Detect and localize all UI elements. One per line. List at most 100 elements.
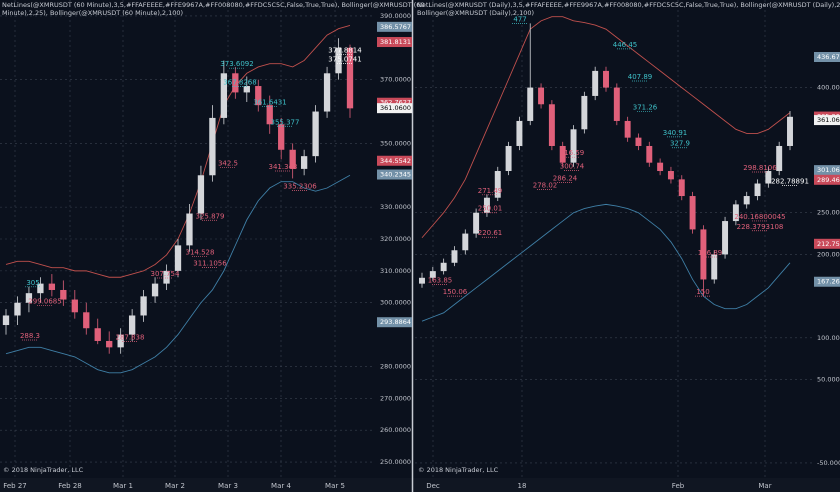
- y-tick-label: 400.0000: [817, 84, 840, 92]
- candle-body: [266, 105, 273, 125]
- candle-body: [220, 73, 228, 118]
- candle-body: [2, 315, 10, 326]
- candle-body: [117, 334, 124, 348]
- y-tick-label: 350.0000: [380, 139, 411, 147]
- x-tick-label: Mar 2: [165, 482, 185, 490]
- candle-body: [689, 196, 696, 230]
- y-tick-label: 100.0000: [817, 334, 840, 342]
- candle-body: [527, 87, 534, 121]
- candle-body: [473, 212, 480, 234]
- x-tick-label: 18: [518, 482, 527, 490]
- net-line-label: 282.78891: [771, 177, 809, 185]
- net-line-label: 300.74: [560, 162, 585, 170]
- candle-body: [300, 156, 308, 169]
- candle-body: [646, 145, 653, 163]
- candle-body: [140, 296, 147, 316]
- y-tick-label: -50.0000: [817, 459, 840, 467]
- price-marker: [814, 276, 840, 287]
- price-marker-label: 361.0600: [817, 116, 840, 124]
- candle-body: [14, 302, 21, 316]
- net-line-label: 361.6431: [253, 98, 286, 106]
- candle-body: [71, 299, 78, 313]
- price-marker: [377, 155, 412, 166]
- price-marker-label: 212.7560: [817, 240, 840, 248]
- y-tick-label: 370.0000: [380, 76, 411, 84]
- x-tick-label: Feb 27: [3, 482, 27, 490]
- x-tick-label: Dec: [426, 482, 440, 490]
- y-tick-label: 320.0000: [380, 235, 411, 243]
- candle-body: [603, 70, 609, 88]
- net-line-label: 340.91: [663, 129, 688, 137]
- x-tick-label: Mar 4: [271, 482, 291, 490]
- net-line-label: 373.6092: [220, 60, 253, 68]
- candle-body: [581, 95, 588, 130]
- candle-body: [346, 47, 354, 109]
- price-marker-label: 289.4630: [817, 176, 840, 184]
- x-tick-label: Mar 3: [218, 482, 238, 490]
- candle-body: [505, 145, 512, 172]
- net-line-label: 298.8106: [743, 164, 777, 172]
- candle-body: [174, 245, 182, 271]
- net-line-label: 355.377: [271, 118, 300, 126]
- candle-body: [255, 86, 262, 106]
- net-line-label: 314.528: [186, 248, 215, 256]
- candle-body: [128, 315, 136, 335]
- price-marker-label: 293.8864: [380, 318, 411, 326]
- candle-body: [440, 262, 447, 272]
- y-tick-label: 250.0000: [380, 458, 411, 466]
- price-marker-label: 361.0600: [380, 104, 411, 112]
- net-line-label: 407.89: [628, 73, 653, 81]
- y-tick-label: 300.0000: [380, 299, 411, 307]
- candle-body: [570, 129, 577, 163]
- price-marker-label: 340.2345: [380, 171, 411, 179]
- candle-body: [163, 270, 170, 284]
- candle-body: [209, 117, 216, 176]
- candle-body: [419, 277, 425, 284]
- net-line-label: 341.343: [269, 163, 298, 171]
- net-line-label: 446.45: [613, 41, 638, 49]
- candle-body: [278, 124, 285, 150]
- candle-body: [289, 149, 296, 169]
- candle-body: [667, 171, 674, 180]
- net-line-label: 163.85: [428, 277, 453, 285]
- candle-body: [483, 197, 490, 213]
- candle-body: [613, 87, 620, 121]
- x-tick-label: Feb 28: [58, 482, 82, 490]
- net-line-label: 150.06: [443, 288, 468, 296]
- candle-body: [186, 213, 193, 246]
- net-line-label: 271.49: [478, 187, 503, 195]
- candle-body: [106, 340, 113, 348]
- y-tick-label: 390.0000: [380, 12, 411, 20]
- candle-body: [559, 145, 566, 163]
- net-line-label: 367.8268: [223, 79, 256, 87]
- candle-body: [592, 70, 599, 96]
- candle-body: [722, 221, 729, 255]
- price-marker: [814, 174, 840, 185]
- candle-body: [743, 196, 750, 205]
- bollinger-band: [421, 16, 791, 239]
- net-line-label: 220.61: [478, 229, 503, 237]
- price-marker-label: 167.2615: [817, 278, 840, 286]
- candle-body: [657, 162, 664, 172]
- candle-body: [538, 87, 545, 105]
- net-line-label: 311.1056: [193, 259, 227, 267]
- candle-body: [711, 254, 718, 280]
- candle-body: [494, 171, 501, 198]
- price-marker-label: 386.5767: [380, 23, 411, 31]
- candle-body: [754, 183, 761, 197]
- y-tick-label: 270.0000: [380, 394, 411, 402]
- net-line-label: 150: [696, 288, 709, 296]
- x-tick-label: Mar: [758, 482, 771, 490]
- candle-body: [678, 179, 685, 197]
- x-tick-label: Mar 5: [325, 482, 345, 490]
- net-line-label: 375.0741: [328, 55, 361, 63]
- copyright: © 2018 NinjaTrader, LLC: [3, 466, 84, 474]
- price-marker-label: 362.7627: [380, 99, 411, 107]
- price-marker: [377, 169, 412, 180]
- candle-body: [323, 73, 331, 112]
- bollinger-band: [421, 203, 791, 322]
- net-line-label: 377.8814: [328, 47, 362, 55]
- net-line-label: 240.16800045: [734, 213, 785, 221]
- candle-body: [60, 289, 67, 300]
